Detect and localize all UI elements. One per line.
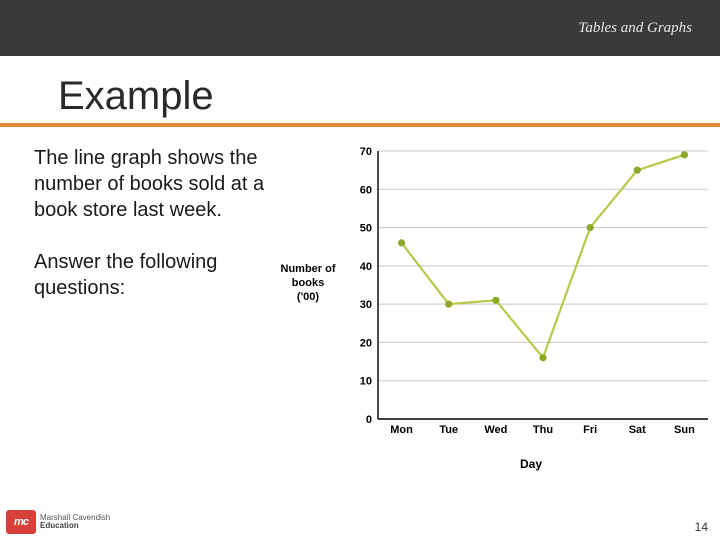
svg-text:10: 10 bbox=[360, 376, 372, 388]
chart-plot: 0 10 20 30 40 50 60 70 Mon Tue Wed Thu Fri Sat Sun bbox=[348, 145, 714, 439]
svg-text:Wed: Wed bbox=[484, 424, 507, 436]
svg-text:50: 50 bbox=[360, 223, 372, 235]
svg-text:Sat: Sat bbox=[629, 424, 646, 436]
header-bar: Tables and Graphs bbox=[0, 0, 720, 56]
ylabel-line: Number of bbox=[281, 263, 336, 275]
publisher-logo: mc Marshall Cavendish Education bbox=[6, 510, 110, 534]
svg-text:30: 30 bbox=[360, 299, 372, 311]
accent-divider bbox=[0, 123, 720, 127]
ylabel-line: ('00) bbox=[297, 291, 319, 303]
svg-text:Tue: Tue bbox=[439, 424, 458, 436]
svg-text:60: 60 bbox=[360, 184, 372, 196]
chart-x-axis-label: Day bbox=[348, 457, 714, 471]
description-paragraph: The line graph shows the number of books… bbox=[34, 145, 284, 223]
header-title: Tables and Graphs bbox=[578, 20, 692, 37]
line-chart-svg: 0 10 20 30 40 50 60 70 Mon Tue Wed Thu Fri Sat Sun bbox=[348, 145, 714, 439]
chart-area: Number of books ('00) 0 10 20 30 40 50 60 70 Mon… bbox=[284, 145, 714, 471]
svg-text:40: 40 bbox=[360, 261, 372, 273]
svg-text:20: 20 bbox=[360, 337, 372, 349]
svg-text:0: 0 bbox=[366, 414, 372, 426]
page-number: 14 bbox=[695, 520, 708, 534]
svg-text:Thu: Thu bbox=[533, 424, 553, 436]
svg-text:Sun: Sun bbox=[674, 424, 695, 436]
page-title: Example bbox=[0, 74, 720, 123]
logo-text: Marshall Cavendish Education bbox=[40, 514, 110, 531]
ylabel-line: books bbox=[292, 277, 324, 289]
footer: mc Marshall Cavendish Education 14 bbox=[0, 510, 720, 534]
logo-line2: Education bbox=[40, 522, 110, 530]
logo-mark-icon: mc bbox=[6, 510, 36, 534]
title-section: Example bbox=[0, 74, 720, 127]
content-area: The line graph shows the number of books… bbox=[0, 127, 720, 471]
svg-text:70: 70 bbox=[360, 146, 372, 158]
svg-text:Fri: Fri bbox=[583, 424, 597, 436]
svg-text:Mon: Mon bbox=[390, 424, 413, 436]
chart-y-axis-label: Number of books ('00) bbox=[274, 263, 342, 304]
text-column: The line graph shows the number of books… bbox=[34, 145, 284, 471]
question-prompt: Answer the following questions: bbox=[34, 249, 284, 301]
